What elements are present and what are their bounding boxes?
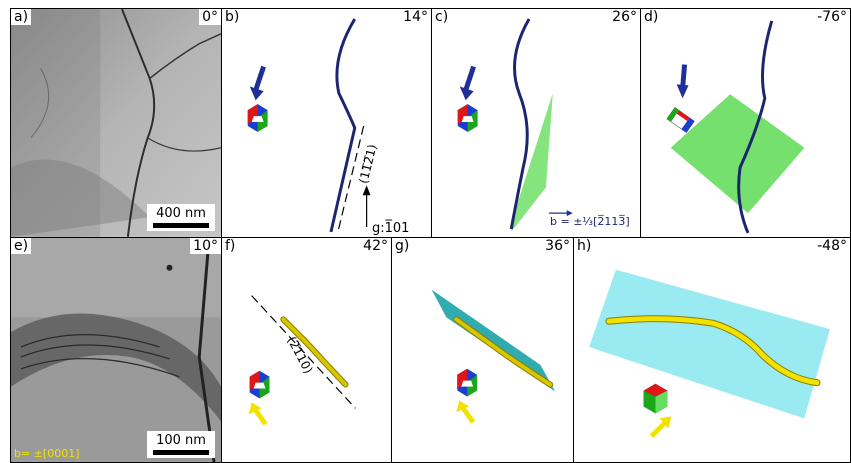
panel-g-graphic <box>431 289 556 424</box>
panel-e-burgers: b= ±[0001] <box>14 447 80 460</box>
view-arrow-icon <box>459 65 476 101</box>
panel-e-angle: 10° <box>190 238 221 254</box>
slip-plane-h <box>589 269 830 419</box>
panel-a: a) 0° 400 nm <box>10 8 222 238</box>
panel-c-graphic <box>457 18 573 232</box>
panel-c-label: c) <box>432 9 452 25</box>
panel-h-label: h) <box>574 238 595 254</box>
slip-plane-d <box>670 94 805 214</box>
panel-a-scale-bar <box>153 223 209 228</box>
panel-b: b) 14° (11̅2̅1) g:1̅01 <box>221 8 432 238</box>
trace-line-b <box>337 125 365 233</box>
dislocation-line-f <box>281 317 348 387</box>
view-arrow-icon <box>649 416 672 438</box>
panel-e-scale-text: 100 nm <box>156 433 206 448</box>
panel-d: d) -76° <box>640 8 851 238</box>
panel-f-angle: 42° <box>360 238 391 254</box>
view-arrow-icon <box>248 402 268 426</box>
hexagonal-crystal-icon <box>666 107 695 133</box>
tem-image-a <box>11 9 221 237</box>
panel-a-label: a) <box>11 9 32 25</box>
trace-line-f <box>251 295 356 409</box>
panel-h: h) -48° <box>573 237 851 463</box>
panel-e-label: e) <box>11 238 32 254</box>
panel-f-graphic <box>248 295 356 426</box>
panel-d-graphic <box>666 20 805 234</box>
panel-a-angle: 0° <box>199 9 221 25</box>
dislocation-line-g <box>454 317 553 387</box>
panel-c-burgers: b = ±⅓[2̅113̅] <box>550 215 630 228</box>
panel-d-angle: -76° <box>814 9 850 25</box>
panel-a-scalebar: 400 nm <box>147 204 215 231</box>
panel-b-g-vector: g:1̅01 <box>372 221 410 236</box>
hexagonal-crystal-icon <box>457 104 478 132</box>
panel-b-label: b) <box>222 9 243 25</box>
panel-e-scalebar: 100 nm <box>147 431 215 458</box>
panel-f: f) 42° (2̅110) <box>221 237 392 463</box>
panel-g-angle: 36° <box>542 238 573 254</box>
tem-image-e <box>11 238 221 462</box>
panel-c: c) 26° b = ±⅓[2̅113̅] <box>431 8 641 238</box>
dislocation-line-b <box>329 18 357 233</box>
view-arrow-icon <box>249 65 266 101</box>
view-arrow-icon <box>676 64 689 99</box>
slip-plane-c <box>511 93 553 232</box>
panel-h-graphic <box>589 269 830 438</box>
hexagonal-crystal-icon <box>247 104 268 132</box>
hexagonal-crystal-icon <box>457 368 478 397</box>
panel-f-label: f) <box>222 238 239 254</box>
panel-c-angle: 26° <box>609 9 640 25</box>
panel-g-label: g) <box>392 238 413 254</box>
panel-e: e) 10° 100 nm b= ±[0001] <box>10 237 222 463</box>
dislocation-line-d <box>737 20 774 234</box>
view-arrow-icon <box>456 400 476 424</box>
panel-a-scale-text: 400 nm <box>156 206 206 221</box>
hexagonal-crystal-icon <box>643 383 668 414</box>
dislocation-line-c <box>509 18 531 230</box>
panel-g: g) 36° <box>391 237 574 463</box>
dislocation-line-h <box>606 316 820 386</box>
panel-b-graphic <box>247 18 371 233</box>
hexagonal-crystal-icon <box>249 370 270 399</box>
panel-h-angle: -48° <box>814 238 850 254</box>
panel-b-angle: 14° <box>400 9 431 25</box>
panel-d-label: d) <box>641 9 662 25</box>
panel-e-scale-bar <box>153 450 209 455</box>
